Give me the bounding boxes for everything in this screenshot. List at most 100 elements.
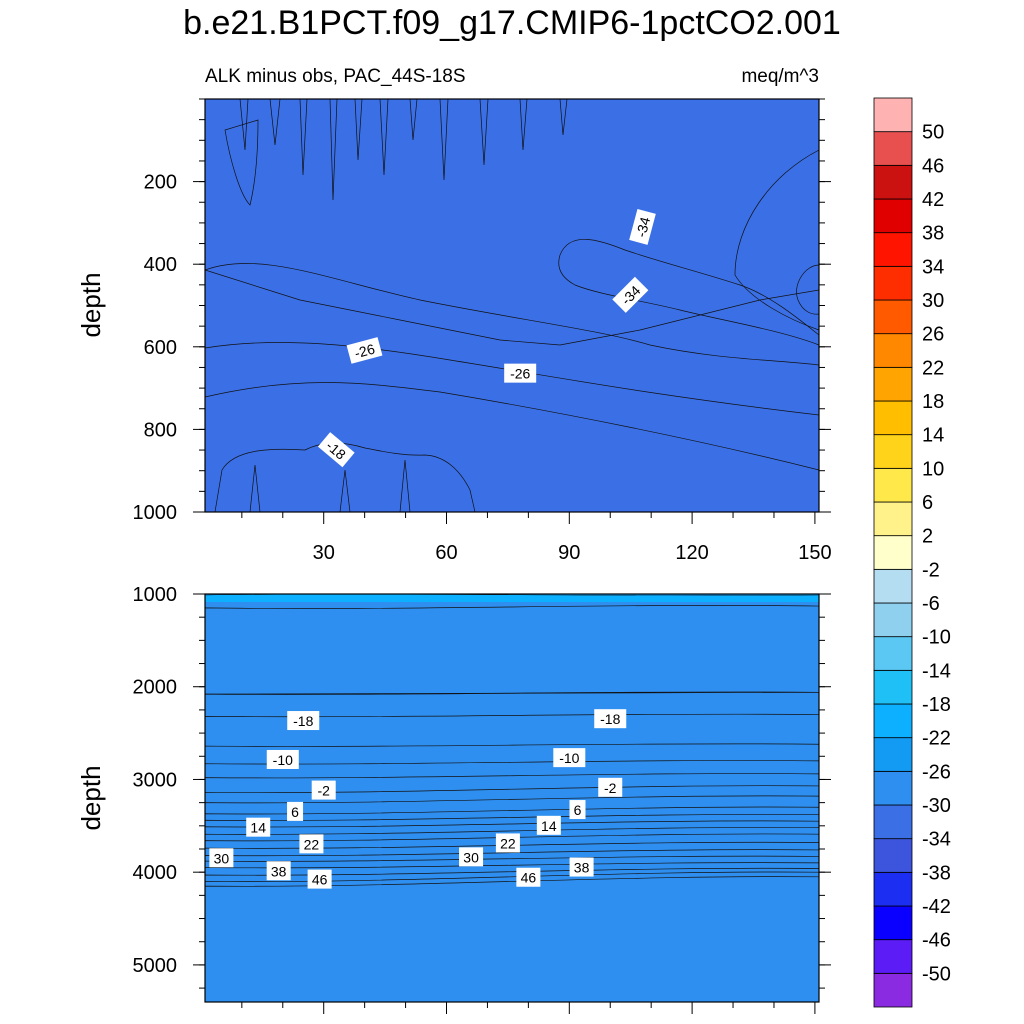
colorbar-label: -10: [922, 627, 951, 649]
top-region-minus34: [205, 99, 819, 512]
bottom-plot-frame: [204, 593, 820, 1003]
colorbar-box: [873, 467, 913, 503]
contour-label: 22: [495, 833, 520, 853]
contour-label-text: -34: [633, 215, 654, 239]
ytick-label: 1000: [133, 584, 178, 606]
colorbar-label: -38: [922, 862, 951, 884]
contour-label-text: -2: [317, 783, 330, 799]
ytick-label: 3000: [133, 769, 178, 791]
top-region-minus38-left: [224, 119, 259, 206]
contour-label-bg: [209, 848, 234, 868]
contour-label: 14: [246, 817, 271, 837]
ytick-label: 2000: [133, 677, 178, 699]
contour-label: 6: [287, 801, 304, 821]
contour-label-bg: [299, 834, 324, 854]
band-region: [205, 785, 819, 1002]
contour-label: -26: [346, 337, 383, 364]
contour-label-text: 22: [500, 835, 516, 851]
top-ticks: 30 60 90 120 150 200 400 600 800 1000: [133, 98, 832, 564]
contour-label-bg: [317, 432, 355, 468]
top-region-minus14: [214, 442, 476, 512]
top-region-minus30: [205, 269, 819, 512]
xtick-label: 30: [313, 542, 335, 564]
contour-label-bg: [287, 711, 320, 731]
colorbar-label: -34: [922, 829, 951, 851]
contour-label-text: -26: [510, 366, 530, 382]
ytick-label: 4000: [133, 862, 178, 884]
contour-label-bg: [266, 749, 299, 769]
xtick-label: 90: [558, 542, 580, 564]
contour-label-text: -2: [604, 780, 617, 796]
contour-label-text: 22: [304, 836, 320, 852]
contour-label: -18: [594, 709, 627, 729]
colorbar-label: 18: [922, 391, 944, 413]
contour-label-text: 6: [291, 804, 299, 820]
contour-label: -10: [553, 748, 586, 768]
band-region: [205, 867, 819, 1002]
colorbar-box: [873, 804, 913, 840]
colorbar-box: [873, 737, 913, 772]
band-minus22: [205, 605, 819, 695]
contour-label-bg: [504, 363, 537, 383]
colorbar-label: -50: [922, 963, 951, 985]
contour-label: 38: [569, 857, 594, 877]
band-region: [205, 743, 819, 1002]
ytick-label: 600: [144, 337, 177, 359]
contour-label-text: 14: [250, 820, 266, 836]
colorbar-box: [873, 905, 913, 941]
colorbar-box: [873, 602, 913, 638]
colorbar-box: [873, 131, 913, 166]
colorbar-box: [873, 97, 913, 133]
ytick-label: 5000: [133, 955, 178, 977]
contour-label-text: -10: [559, 750, 579, 766]
top-region-minus22: [205, 342, 819, 512]
top-spikes-1: [239, 99, 568, 201]
colorbar-box: [873, 232, 913, 267]
contour-label: 30: [209, 848, 234, 868]
colorbar-box: [873, 770, 913, 806]
colorbar-label: -6: [922, 593, 940, 615]
bottom-depth-bands: [205, 594, 819, 1002]
contour-label-bg: [569, 857, 594, 877]
top-region-minus18: [205, 382, 819, 512]
contour-label-bg: [266, 861, 291, 881]
top-region-minus38-mid: [558, 239, 819, 346]
colorbar-label: -14: [922, 660, 951, 682]
contour-label: -2: [598, 777, 623, 797]
bottom-ticks: 1000 2000 3000 4000 5000: [133, 584, 831, 1014]
contour-label-bg: [346, 337, 383, 364]
contour-label-text: -10: [273, 752, 293, 768]
colorbar-box: [873, 838, 913, 873]
contour-label: -10: [266, 749, 299, 769]
colorbar-label: 50: [922, 122, 944, 144]
contour-label-bg: [598, 777, 623, 797]
contour-label-bg: [246, 817, 271, 837]
colorbar-box: [873, 871, 913, 907]
contour-label-text: -18: [293, 713, 313, 729]
colorbar-box: [873, 164, 913, 200]
colorbar-label: 46: [922, 155, 944, 177]
contour-label: 46: [516, 867, 541, 887]
top-region-minus26: [205, 263, 819, 512]
contour-label: 14: [536, 815, 561, 835]
colorbar-label: -46: [922, 930, 951, 952]
contour-label-bg: [629, 208, 656, 245]
subtitle-right: meq/m^3: [741, 66, 819, 87]
colorbar-box: [873, 535, 913, 570]
contour-label-bg: [307, 869, 332, 889]
colorbar-label: 2: [922, 526, 933, 548]
colorbar-label: 6: [922, 492, 933, 514]
contour-label: -26: [504, 363, 537, 383]
band-region: [205, 862, 819, 1002]
colorbar-label: 42: [922, 189, 944, 211]
colorbar-label: 26: [922, 324, 944, 346]
colorbar-label: 14: [922, 425, 944, 447]
colorbar-label: -18: [922, 694, 951, 716]
colorbar-label: -30: [922, 795, 951, 817]
colorbar-box: [873, 501, 913, 537]
top-region-minus38-right: [734, 149, 819, 331]
ytick-label: 400: [144, 254, 177, 276]
contour-label-text: 14: [541, 818, 557, 834]
